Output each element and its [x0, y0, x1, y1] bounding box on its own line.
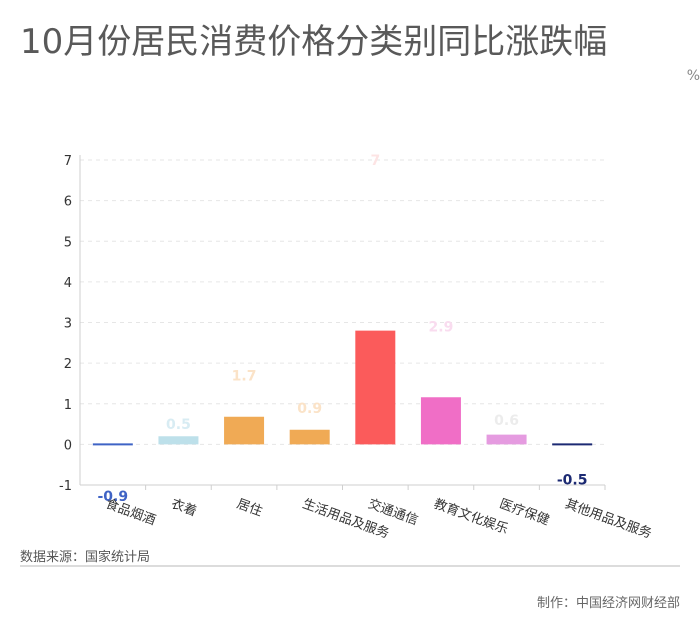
data-label: -0.5	[557, 473, 588, 489]
credit-text: 制作：中国经济网财经部	[536, 596, 680, 611]
y-tick-label: 2	[64, 357, 72, 372]
footer-divider	[20, 565, 680, 567]
x-tick-label: 衣着	[169, 496, 199, 520]
x-tick-label: 居住	[235, 497, 265, 520]
y-tick-label: 5	[64, 235, 72, 250]
data-label: 0.5	[166, 417, 191, 433]
bar	[289, 429, 330, 445]
y-tick-label: 7	[64, 154, 72, 169]
bar	[552, 443, 593, 446]
data-source: 数据来源：国家统计局	[20, 550, 151, 565]
bar	[486, 434, 527, 445]
y-tick-label: -1	[59, 479, 72, 494]
data-label: 7	[370, 153, 380, 169]
data-label: 1.7	[232, 368, 257, 384]
y-tick-label: 4	[64, 276, 72, 291]
bar	[92, 443, 133, 446]
data-label: -0.9	[98, 489, 129, 505]
x-tick-label: 其他用品及服务	[563, 496, 654, 540]
data-label: 0.6	[494, 413, 519, 429]
x-tick-label: 教育文化娱乐	[432, 496, 511, 538]
y-tick-label: 3	[64, 317, 72, 332]
chart-title: 10月份居民消费价格分类别同比涨跌幅	[20, 22, 608, 62]
data-label: 2.9	[429, 320, 454, 336]
y-tick-label: 6	[64, 195, 72, 210]
x-tick-label: 食品烟酒	[103, 496, 157, 529]
bar	[420, 397, 461, 445]
bar	[355, 330, 396, 445]
unit-label: %	[686, 68, 700, 84]
y-tick-label: 1	[64, 398, 72, 413]
bar	[158, 436, 199, 445]
bar	[224, 416, 265, 445]
y-tick-label: 0	[64, 438, 72, 453]
data-label: 0.9	[297, 401, 322, 417]
bar-chart: -101234567-0.9食品烟酒0.5衣着1.7居住0.9生活用品及服务7交…	[59, 153, 654, 540]
